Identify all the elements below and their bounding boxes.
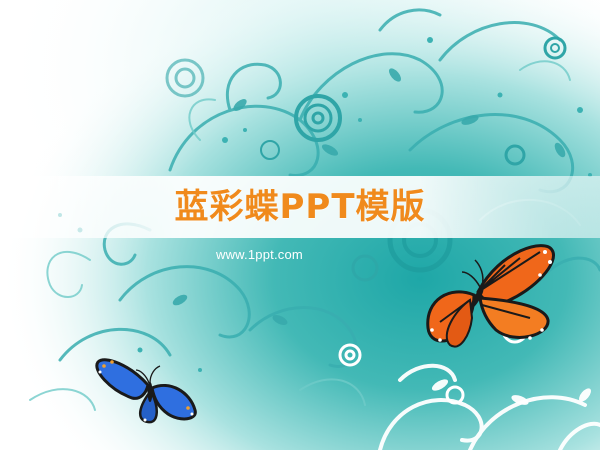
orange-butterfly-icon <box>426 244 555 348</box>
slide-url: www.1ppt.com <box>216 247 303 262</box>
title-band <box>0 176 600 238</box>
slide-title: 蓝彩蝶PPT模版 <box>174 187 426 227</box>
blue-butterfly-icon <box>95 358 197 424</box>
